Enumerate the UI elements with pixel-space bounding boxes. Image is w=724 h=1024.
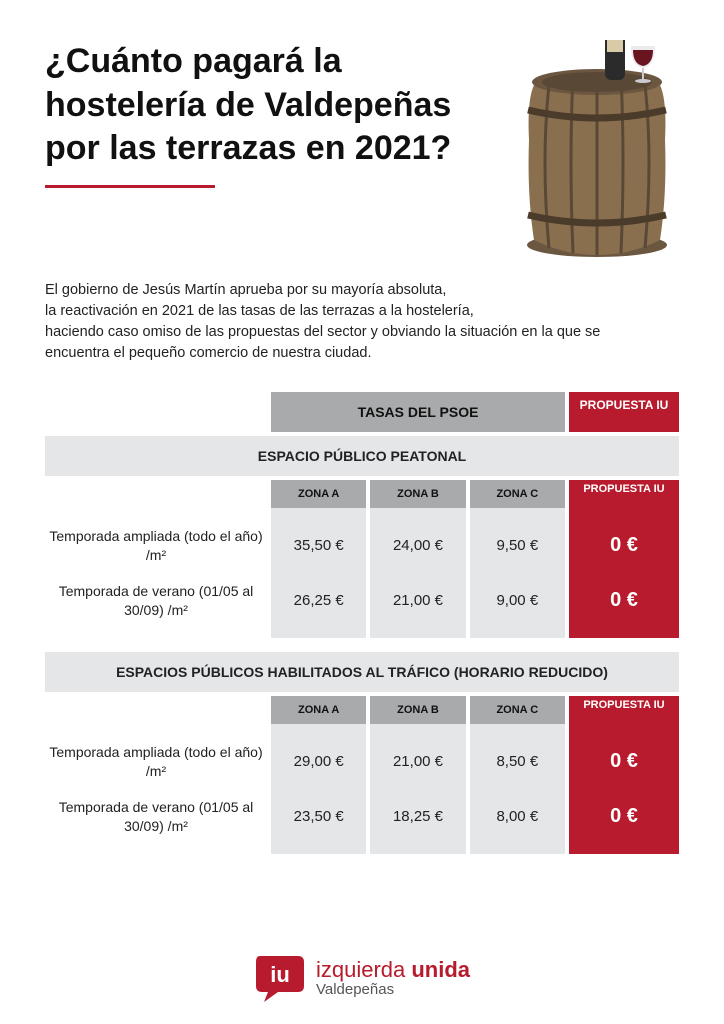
brand-name: izquierda unida xyxy=(316,958,470,982)
zone-c-header: ZONA C xyxy=(470,480,565,508)
cell-value: 26,25 € xyxy=(294,592,344,609)
iu-header: PROPUESTA IU xyxy=(569,392,679,432)
cell-value: 35,50 € xyxy=(294,537,344,554)
zone-b-header: ZONA B xyxy=(370,696,465,724)
title-underline xyxy=(45,185,215,188)
footer-logo: iu izquierda unida Valdepeñas xyxy=(0,952,724,1004)
iu-value: 0 € xyxy=(610,589,638,612)
zone-a-header: ZONA A xyxy=(271,480,366,508)
table-top-headers: TASAS DEL PSOE PROPUESTA IU xyxy=(45,392,679,432)
cell-value: 23,50 € xyxy=(294,808,344,825)
iu-value: 0 € xyxy=(610,534,638,557)
cell-value: 18,25 € xyxy=(393,808,443,825)
cell-value: 21,00 € xyxy=(393,592,443,609)
page-title: ¿Cuánto pagará la hostelería de Valdepeñ… xyxy=(45,40,489,171)
svg-text:iu: iu xyxy=(270,962,290,987)
zone-iu-header: PROPUESTA IU xyxy=(569,696,679,724)
row-label: Temporada de verano (01/05 al 30/09) /m² xyxy=(45,798,267,836)
iu-bubble-icon: iu xyxy=(254,952,306,1004)
section2-zone-headers: ZONA A ZONA B ZONA C PROPUESTA IU xyxy=(45,696,679,724)
section1-title: ESPACIO PÚBLICO PEATONAL xyxy=(45,436,679,476)
row-label: Temporada ampliada (todo el año) /m² xyxy=(45,743,267,781)
barrel-illustration xyxy=(509,40,679,260)
brand-subtitle: Valdepeñas xyxy=(316,982,470,999)
cell-value: 9,50 € xyxy=(496,537,538,554)
cell-value: 21,00 € xyxy=(393,753,443,770)
iu-value: 0 € xyxy=(610,805,638,828)
section2-title: ESPACIOS PÚBLICOS HABILITADOS AL TRÁFICO… xyxy=(45,652,679,692)
cell-value: 29,00 € xyxy=(294,753,344,770)
section1-zone-headers: ZONA A ZONA B ZONA C PROPUESTA IU xyxy=(45,480,679,508)
zone-c-header: ZONA C xyxy=(470,696,565,724)
section2-data: Temporada ampliada (todo el año) /m² Tem… xyxy=(45,724,679,854)
row-label: Temporada ampliada (todo el año) /m² xyxy=(45,527,267,565)
zone-b-header: ZONA B xyxy=(370,480,465,508)
psoe-header: TASAS DEL PSOE xyxy=(271,392,565,432)
cell-value: 24,00 € xyxy=(393,537,443,554)
cell-value: 8,00 € xyxy=(496,808,538,825)
iu-value: 0 € xyxy=(610,750,638,773)
section1-data: Temporada ampliada (todo el año) /m² Tem… xyxy=(45,508,679,638)
zone-a-header: ZONA A xyxy=(271,696,366,724)
row-label: Temporada de verano (01/05 al 30/09) /m² xyxy=(45,582,267,620)
cell-value: 8,50 € xyxy=(496,753,538,770)
cell-value: 9,00 € xyxy=(496,592,538,609)
intro-paragraph: El gobierno de Jesús Martín aprueba por … xyxy=(45,280,665,364)
zone-iu-header: PROPUESTA IU xyxy=(569,480,679,508)
